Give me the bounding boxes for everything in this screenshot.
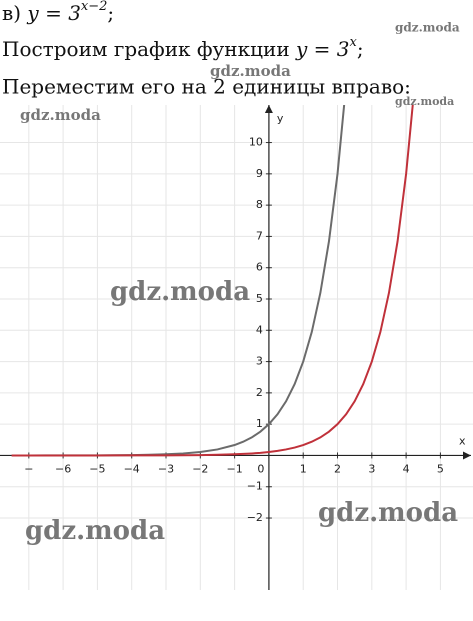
suffix: ; [107, 1, 114, 25]
watermark: gdz.moda [110, 277, 250, 307]
x-tick-label: 1 [300, 462, 307, 475]
x-tick-label: −6 [55, 462, 71, 475]
y-tick-label: 6 [256, 261, 263, 274]
formula: y = 3 [295, 37, 350, 61]
x-tick-label: 2 [334, 462, 341, 475]
x-tick-label: −4 [124, 462, 140, 475]
y-tick-label: 7 [256, 229, 263, 242]
y-tick-label: −1 [247, 480, 263, 493]
suffix: ; [357, 37, 364, 61]
y-axis-label: y [277, 112, 284, 125]
y-arrow [264, 105, 273, 113]
watermark: gdz.moda [210, 62, 291, 80]
x-arrow [463, 451, 471, 460]
x-tick-label: − [24, 462, 33, 475]
x-tick-label: 5 [437, 462, 444, 475]
y-tick-label: 1 [256, 417, 263, 430]
text-line: Переместим его на 2 единицы вправо: [2, 75, 411, 99]
y-tick-label: 2 [256, 386, 263, 399]
y-tick-label: 4 [256, 323, 263, 336]
y-tick-label: 10 [249, 136, 263, 149]
watermark: gdz.moda [395, 21, 460, 35]
text-line: Построим график функции y = 3x; [2, 35, 364, 61]
x-tick-label: 4 [403, 462, 410, 475]
y-tick-label: 8 [256, 198, 263, 211]
x-tick-label: −1 [227, 462, 243, 475]
x-tick-label: −5 [89, 462, 105, 475]
plot: − −6 −5 −4 −3 −2 −1 0 1 2 3 4 5 −2 −1 1 2 3 4 5 6 7 8 9 10 x y [0, 105, 473, 590]
y-tick-label: −2 [247, 511, 263, 524]
watermark: gdz.moda [20, 106, 101, 124]
x-axis-label: x [459, 434, 466, 447]
task-line: в) y = 3x−2; [2, 0, 114, 25]
x-tick-label: 3 [368, 462, 375, 475]
y-tick-label: 3 [256, 355, 263, 368]
exponent: x [350, 35, 358, 50]
watermark: gdz.moda [318, 498, 458, 528]
x-tick-label: −2 [192, 462, 208, 475]
watermarks: gdz.moda gdz.moda gdz.moda gdz.moda gdz.moda… [20, 21, 460, 547]
y-tick-label: 9 [256, 167, 263, 180]
formula: y = 3 [26, 1, 81, 25]
curve [11, 105, 346, 457]
watermark: gdz.moda [395, 95, 454, 108]
x-tick-label: 0 [257, 462, 264, 475]
watermark: gdz.moda [25, 516, 165, 546]
prefix: Построим график функции [2, 37, 290, 61]
y-tick-label: 5 [256, 292, 263, 305]
exponent: x−2 [81, 0, 108, 14]
curve [11, 105, 414, 457]
prefix: в) [2, 1, 21, 25]
x-tick-label: −3 [158, 462, 174, 475]
